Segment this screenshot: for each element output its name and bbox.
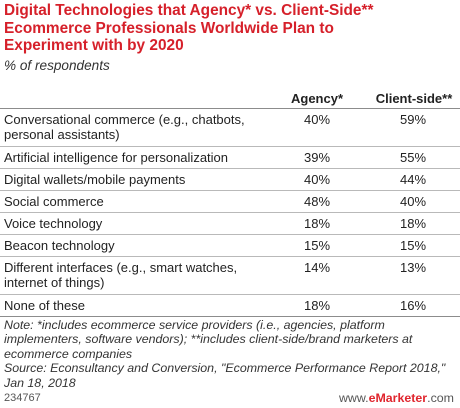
row-divider [0,234,460,235]
chart-subtitle: % of respondents [4,58,110,73]
row-label: None of these [4,298,85,313]
agency-value: 40% [303,172,331,187]
row-divider [0,190,460,191]
column-header-client-side: Client-side** [375,91,453,106]
row-label: Digital wallets/mobile payments [4,172,186,187]
header-divider [0,108,460,109]
brand-prefix: www. [338,391,369,405]
agency-value: 48% [303,194,331,209]
row-divider [0,256,460,257]
row-divider [0,146,460,147]
agency-value: 15% [303,238,331,253]
client-side-value: 55% [399,150,427,165]
client-side-value: 59% [399,112,427,127]
chart-title: Digital Technologies that Agency* vs. Cl… [4,2,374,54]
row-label: Artificial intelligence for personalizat… [4,150,229,165]
agency-value: 40% [303,112,331,127]
row-label: Different interfaces (e.g., smart watche… [4,260,238,290]
column-header-agency: Agency* [290,91,344,106]
row-label: Voice technology [4,216,103,231]
client-side-value: 40% [399,194,427,209]
agency-value: 18% [303,298,331,313]
row-divider [0,212,460,213]
client-side-value: 18% [399,216,427,231]
row-label: Social commerce [4,194,104,209]
row-divider [0,168,460,169]
chart-id: 234767 [4,392,41,404]
agency-value: 18% [303,216,331,231]
client-side-value: 13% [399,260,427,275]
chart-note: Note: *includes ecommerce service provid… [4,318,446,390]
agency-value: 39% [303,150,331,165]
row-divider [0,294,460,295]
agency-value: 14% [303,260,331,275]
brand-suffix: .com [427,391,454,405]
client-side-value: 16% [399,298,427,313]
client-side-value: 15% [399,238,427,253]
row-label: Conversational commerce (e.g., chatbots,… [4,112,245,142]
row-divider [0,316,460,317]
brand-name: eMarketer [368,391,428,405]
row-label: Beacon technology [4,238,115,253]
client-side-value: 44% [399,172,427,187]
brand-logo: www.eMarketer.com [339,391,454,405]
